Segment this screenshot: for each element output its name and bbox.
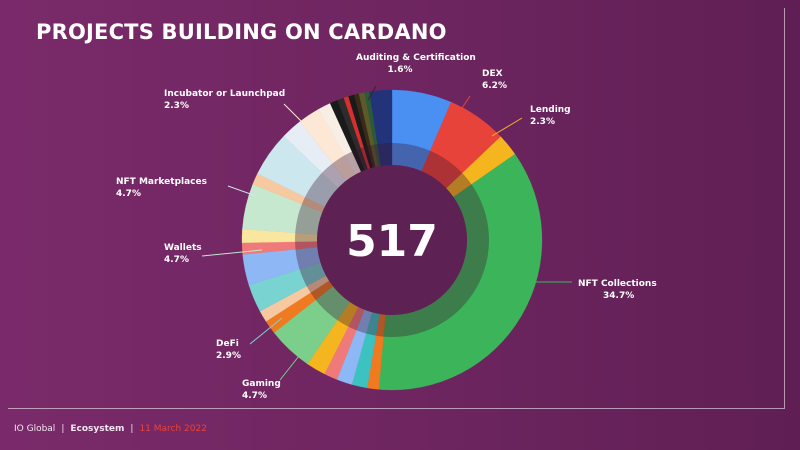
slice-label-name: Incubator or Launchpad (164, 89, 285, 99)
slice-label-name: DEX (482, 69, 503, 79)
footer-date: 11 March 2022 (139, 424, 207, 434)
slice-label-name: Auditing & Certification (356, 53, 476, 63)
slice-label-percent: 2.3% (164, 101, 189, 111)
leader-line (449, 95, 471, 127)
center-total: 517 (346, 216, 438, 267)
slice-label-percent: 2.3% (530, 117, 555, 127)
slice-label-percent: 2.9% (216, 351, 241, 361)
slide-frame (8, 8, 785, 409)
slice-label-percent: 4.7% (116, 189, 141, 199)
slice-label-percent: 34.7% (603, 291, 634, 301)
slice-label-percent: 4.7% (242, 391, 267, 401)
slice-label-percent: 1.6% (388, 65, 413, 75)
footer-org: IO Global (14, 424, 56, 434)
leader-line (279, 341, 311, 381)
slice-label-name: Wallets (164, 243, 202, 253)
leader-line (249, 317, 283, 345)
slice-label-name: Gaming (242, 379, 281, 389)
footer-section: Ecosystem (70, 424, 125, 434)
footer: IO Global | Ecosystem | 11 March 2022 (14, 424, 207, 434)
leader-line (491, 117, 523, 137)
slice-label-name: NFT Marketplaces (116, 177, 207, 187)
leader-line (367, 85, 377, 101)
slice-label-percent: 4.7% (164, 255, 189, 265)
center-disk (317, 165, 467, 315)
slice-label-name: DeFi (216, 339, 239, 349)
leader-line (227, 185, 257, 197)
slice-label-percent: 6.2% (482, 81, 507, 91)
leader-line (201, 249, 263, 257)
page-title: PROJECTS BUILDING ON CARDANO (36, 20, 447, 44)
leader-line (283, 103, 303, 123)
slice-label-name: NFT Collections (578, 279, 657, 289)
slice-label-name: Lending (530, 105, 571, 115)
